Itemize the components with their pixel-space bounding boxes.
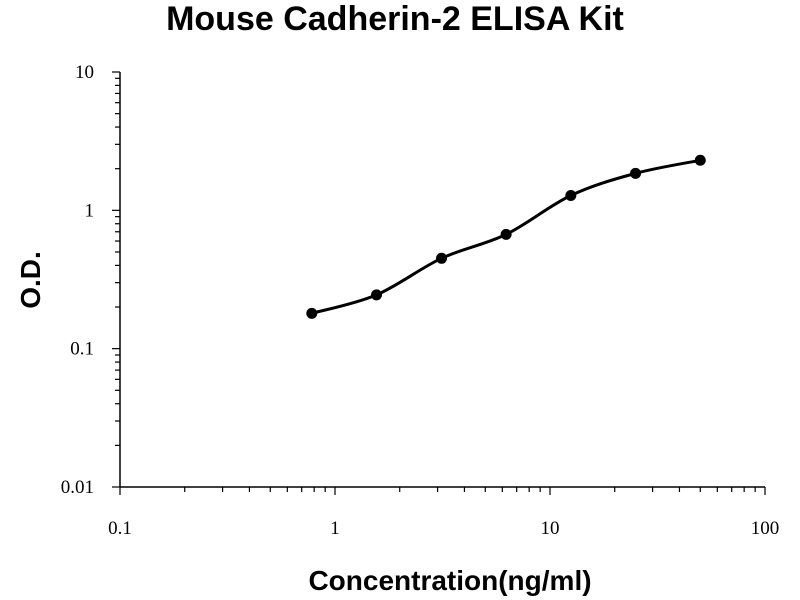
y-tick-label: 1	[85, 200, 95, 221]
ticks	[112, 71, 766, 495]
chart-title: Mouse Cadherin-2 ELISA Kit	[166, 0, 624, 38]
data-point	[436, 252, 448, 264]
axes	[119, 72, 765, 488]
x-tick-label: 100	[751, 518, 780, 539]
x-axis-title: Concentration(ng/ml)	[308, 565, 591, 596]
y-tick-label: 0.1	[70, 339, 94, 360]
y-axis-title: O.D.	[15, 251, 46, 309]
y-tick-label: 10	[75, 62, 94, 83]
data-point	[500, 228, 512, 240]
data-points	[306, 154, 706, 319]
data-point	[630, 167, 642, 179]
data-point	[306, 307, 318, 319]
data-point	[371, 289, 383, 301]
data-point	[694, 154, 706, 166]
tick-labels: 0.1 1 10 100 0.01 0.1 1 10	[61, 62, 780, 539]
x-tick-label: 10	[541, 518, 560, 539]
y-tick-label: 0.01	[61, 477, 94, 498]
x-tick-label: 1	[330, 518, 340, 539]
x-tick-label: 0.1	[108, 518, 132, 539]
data-point	[565, 190, 577, 202]
